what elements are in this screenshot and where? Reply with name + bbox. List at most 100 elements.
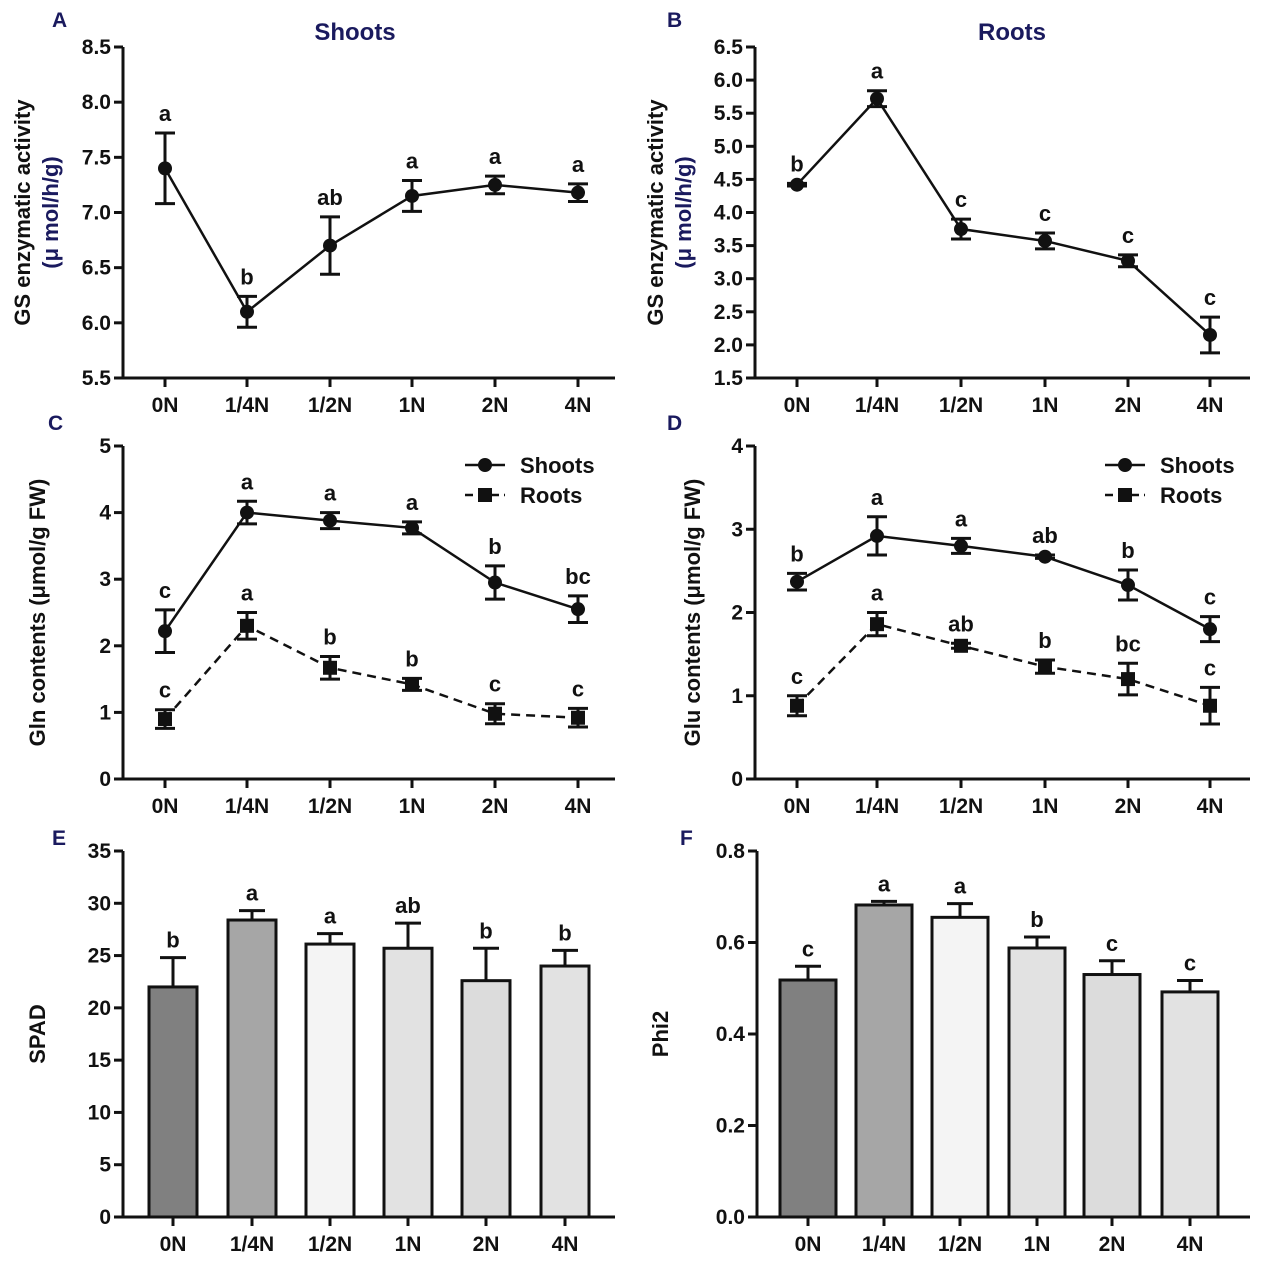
data-point-circle <box>790 574 804 589</box>
y-axis-label: SPAD <box>25 1004 50 1064</box>
significance-letter: c <box>1204 655 1216 680</box>
data-point-square <box>954 638 968 653</box>
data-point-square <box>1121 672 1135 687</box>
chart-title: Roots <box>978 19 1046 46</box>
significance-letter: a <box>871 59 884 84</box>
y-tick-label: 3 <box>99 568 111 591</box>
data-point-square <box>790 698 804 713</box>
significance-letter: a <box>241 581 254 606</box>
panel-d: D Glu contents (μmol/g FW) 0 1 2 3 4 0N 1/4N 1/2N… <box>667 412 1250 818</box>
x-tick-label: 4N <box>1197 394 1224 417</box>
bar <box>1007 946 1067 1219</box>
x-tick-label: 1/4N <box>855 394 899 417</box>
series-line-shoots <box>163 511 579 632</box>
data-point-circle <box>323 238 337 253</box>
y-tick-label: 1.5 <box>714 367 744 390</box>
series-line-shoots <box>163 167 579 314</box>
data-point-circle <box>1203 622 1217 637</box>
x-tick-label: 2N <box>1115 795 1142 818</box>
data-point-circle <box>323 513 337 528</box>
x-tick-label: 2N <box>1099 1233 1126 1256</box>
significance-letter: ab <box>948 611 974 636</box>
y-tick-label: 1 <box>731 685 743 708</box>
significance-letter: a <box>489 144 502 169</box>
y-tick-label: 0 <box>731 768 743 791</box>
y-tick-label: 35 <box>88 840 112 863</box>
significance-letter: c <box>802 936 814 961</box>
y-tick-label: 15 <box>88 1049 112 1072</box>
legend-marker-square <box>478 488 492 502</box>
data-point-circle <box>954 538 968 553</box>
significance-letter: c <box>159 678 171 703</box>
y-tick-label: 0.2 <box>716 1115 745 1138</box>
panel-label: B <box>667 9 682 32</box>
panel-e: E SPAD 0 5 10 15 20 25 30 35 0N 1/4N 1/2N 1N 2N 4N b a a ab… <box>25 827 615 1256</box>
data-point-square <box>1038 659 1052 674</box>
significance-letter: a <box>572 152 585 177</box>
x-tick-label: 1/4N <box>855 795 899 818</box>
y-tick-label: 3 <box>731 518 743 541</box>
series-line-shoots <box>796 534 1211 631</box>
y-tick-label: 8.5 <box>82 36 112 59</box>
x-tick-label: 1N <box>399 394 426 417</box>
significance-letter: b <box>479 918 492 943</box>
x-tick-label: 1/2N <box>308 795 352 818</box>
data-point-circle <box>1121 578 1135 593</box>
data-point-square <box>158 712 172 727</box>
y-tick-label: 20 <box>88 997 111 1020</box>
bar <box>382 946 434 1219</box>
significance-letter: bc <box>1115 631 1141 656</box>
chart-title: Shoots <box>314 19 395 46</box>
x-tick-label: 0N <box>795 1233 822 1256</box>
data-point-square <box>240 618 254 633</box>
x-tick-label: 1/2N <box>308 394 352 417</box>
x-tick-label: 4N <box>565 394 592 417</box>
significance-letter: a <box>406 490 419 515</box>
y-tick-label: 0.4 <box>716 1023 746 1046</box>
panel-label: E <box>52 827 66 850</box>
data-point-circle <box>488 177 502 192</box>
significance-letter: a <box>241 469 254 494</box>
x-tick-label: 4N <box>565 795 592 818</box>
legend-marker-square <box>1118 488 1132 502</box>
significance-letter: c <box>159 578 171 603</box>
data-point-circle <box>571 602 585 617</box>
x-tick-label: 0N <box>784 394 811 417</box>
data-point-circle <box>1038 233 1052 248</box>
data-point-circle <box>954 222 968 237</box>
x-tick-label: 2N <box>473 1233 500 1256</box>
bar <box>304 942 356 1219</box>
panel-f: F Phi2 0.0 0.2 0.4 0.6 0.8 0N 1/4N 1/2N 1N 2N 4N c a a b… <box>648 827 1250 1256</box>
significance-letter: c <box>1039 201 1051 226</box>
significance-letter: b <box>1038 628 1051 653</box>
y-tick-label: 0.6 <box>716 932 745 955</box>
x-tick-label: 1/4N <box>225 394 269 417</box>
y-tick-label: 4.0 <box>714 202 743 225</box>
significance-letter: b <box>323 624 336 649</box>
y-tick-label: 2.5 <box>714 301 744 324</box>
x-tick-label: 1/4N <box>225 795 269 818</box>
y-tick-label: 0.0 <box>716 1206 745 1229</box>
y-axis-unit: (μ mol/h/g) <box>671 156 696 268</box>
data-point-circle <box>240 304 254 319</box>
legend-label: Roots <box>520 483 582 508</box>
data-point-circle <box>405 188 419 203</box>
x-tick-label: 1/2N <box>308 1233 352 1256</box>
significance-letter: b <box>405 646 418 671</box>
significance-letter: c <box>572 676 584 701</box>
significance-letter: c <box>489 672 501 697</box>
y-tick-label: 25 <box>88 945 112 968</box>
series-line-roots <box>164 624 579 720</box>
data-point-circle <box>405 520 419 535</box>
panel-label: D <box>667 412 682 435</box>
bar <box>778 978 838 1219</box>
x-tick-label: 1/2N <box>939 795 983 818</box>
data-point-circle <box>158 161 172 176</box>
significance-letter: c <box>1122 223 1134 248</box>
significance-letter: bc <box>565 564 591 589</box>
data-point-square <box>323 660 337 675</box>
x-tick-label: 4N <box>1177 1233 1204 1256</box>
significance-letter: b <box>790 541 803 566</box>
data-point-square <box>870 617 884 632</box>
bar <box>460 979 512 1219</box>
